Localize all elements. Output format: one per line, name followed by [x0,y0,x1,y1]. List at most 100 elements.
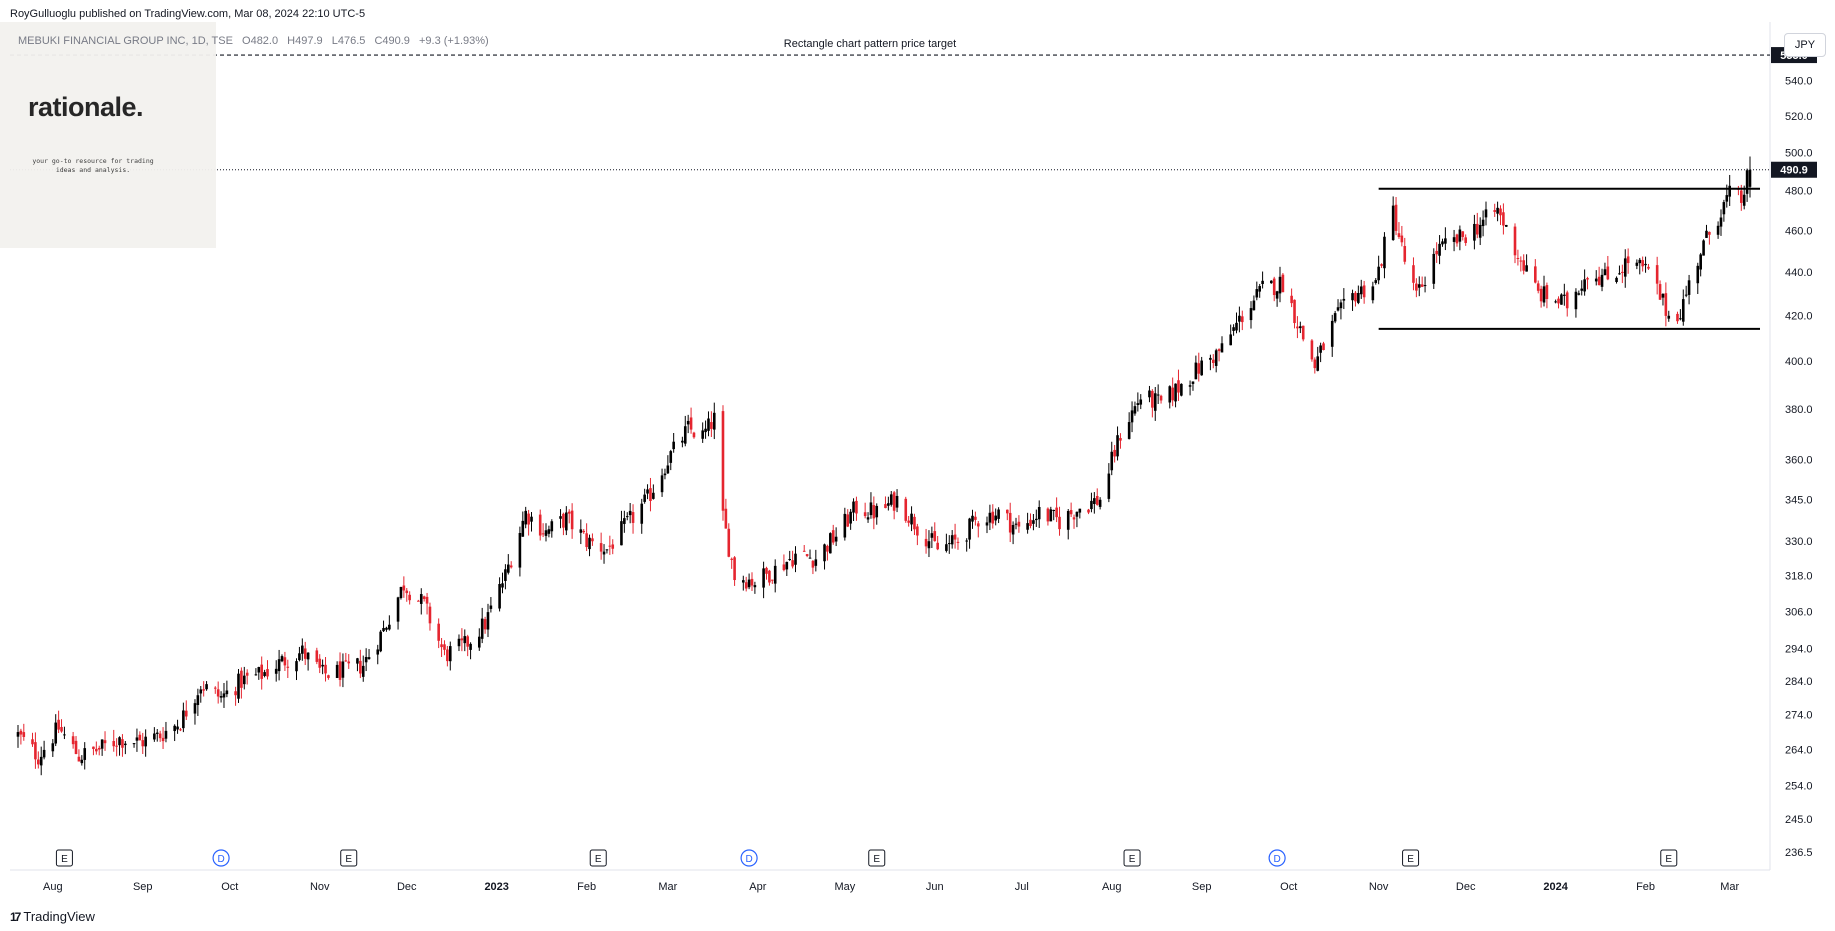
candle-body [1519,260,1523,262]
candle-body [1220,343,1224,353]
candle-body [1560,294,1563,305]
dividend-marker[interactable]: D [740,849,758,867]
candle-body [1249,308,1253,321]
price-tick-label: 264.0 [1785,744,1813,756]
candle-body [1702,240,1705,256]
time-tick-label: Jul [1015,881,1029,893]
candle-body [1357,292,1360,303]
earnings-marker-box [1123,849,1141,867]
candle-body [234,691,237,696]
dividend-marker-label: D [745,854,752,865]
chart-grid [10,22,1771,871]
candle-body [1194,362,1198,380]
candle-body [1606,266,1610,280]
candle-body [1464,237,1467,243]
legend-change: +9.3 (+1.93%) [418,35,489,47]
candle-body [997,509,1000,519]
candle-body [237,673,240,699]
candle-body [1275,291,1279,299]
candle-body [904,498,908,521]
candle-body [1171,387,1174,401]
candle-body [916,526,919,536]
candle-body [910,513,913,525]
earnings-marker[interactable]: E [1402,849,1420,867]
symbol-legend[interactable]: MEBUKI FINANCIAL GROUP INC, 1D, TSE O482… [18,35,495,47]
dividend-marker[interactable]: D [212,849,230,867]
earnings-marker-box [1402,849,1420,867]
candle-body [1565,292,1569,309]
price-axis[interactable]: 560.0540.0520.0500.0480.0460.0440.0420.0… [1771,42,1817,859]
candle-body [1159,395,1163,401]
earnings-marker[interactable]: E [589,849,607,867]
price-tick-label: 274.0 [1785,710,1813,722]
candle-body [985,522,989,526]
candle-body [872,505,876,519]
candle-body [1278,276,1282,294]
earnings-marker[interactable]: E [1660,849,1678,867]
candle-body [266,669,269,677]
earnings-marker[interactable]: E [868,849,886,867]
price-tick-label: 420.0 [1785,310,1813,322]
candle-body [950,535,954,545]
earnings-marker-label: E [345,854,352,865]
earnings-marker[interactable]: E [1123,849,1141,867]
earnings-marker[interactable]: E [55,849,73,867]
candle-body [199,689,203,694]
candle-body [295,661,298,672]
legend-symbol[interactable]: MEBUKI FINANCIAL GROUP INC, 1D, TSE [18,35,233,47]
candle-body [527,513,530,525]
candle-body [518,533,522,568]
earnings-marker[interactable]: E [340,849,358,867]
candle-body [92,746,95,749]
candle-body [956,541,960,543]
candle-body [936,542,939,550]
candle-body [1478,224,1482,238]
candle-body [538,514,542,536]
candle-body [550,521,554,532]
candle-body [1383,236,1386,269]
candle-body [1197,363,1201,374]
candle-body [1505,224,1508,227]
candle-body [570,510,574,530]
candle-body [672,441,675,450]
candle-body [42,749,46,758]
dividend-marker[interactable]: D [1268,849,1286,867]
candle-body [724,508,728,529]
candle-body [1705,230,1708,238]
earnings-marker-box [589,849,607,867]
candle-body [1687,280,1691,295]
candle-body [1232,327,1235,331]
candle-body [782,564,786,571]
candle-body [1075,511,1079,517]
drawings-layer: Rectangle chart pattern price target [10,38,1770,330]
currency-button[interactable]: JPY [1784,33,1826,57]
candle-body [1554,301,1557,303]
candle-body [1156,394,1160,396]
candle-body [1168,386,1172,403]
candle-body [1676,313,1679,322]
candle-body [280,656,284,662]
candle-body [1577,293,1581,295]
price-tick-label: 360.0 [1785,455,1813,467]
tradingview-brand-label: TradingView [23,909,95,924]
candle-body [1214,350,1218,366]
candle-body [443,644,446,650]
candle-body [628,510,632,516]
candle-body [521,520,525,537]
candle-body [303,648,307,659]
candle-body [1461,231,1465,237]
candle-body [1522,260,1526,271]
candle-body [16,732,20,737]
time-axis[interactable]: Aug Sep Oct Nov Dec 2023 Feb Mar Apr May Jun Jul Aug… [43,881,1739,893]
candle-body [567,511,571,514]
candle-body [794,553,797,565]
candle-body [849,511,852,524]
candle-body [704,428,707,433]
candle-body [1412,265,1415,283]
candle-body [483,619,487,630]
candle-body [1032,520,1035,524]
candle-body [399,586,403,599]
tradingview-brand[interactable]: 17 TradingView [10,909,95,924]
candle-body [283,657,287,666]
